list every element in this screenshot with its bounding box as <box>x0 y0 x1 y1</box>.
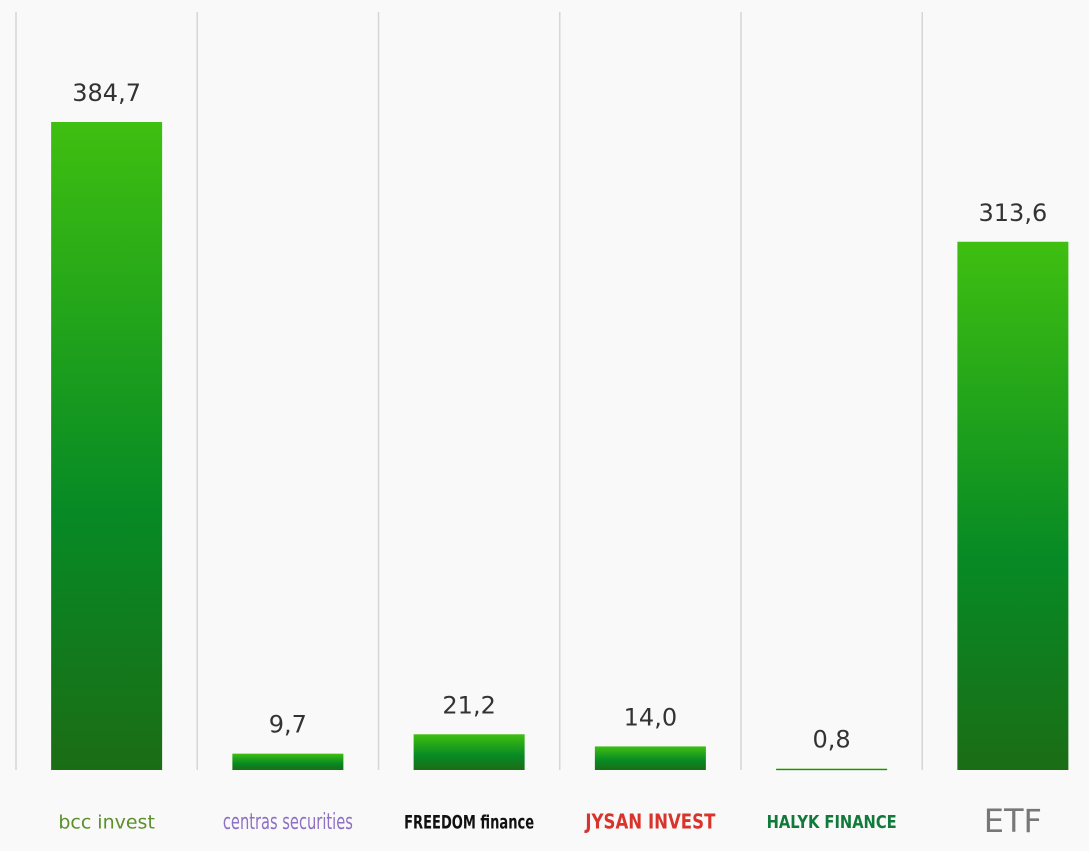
value-label: 21,2 <box>442 691 495 719</box>
category-logo: bcc invest <box>58 812 155 834</box>
bar <box>413 734 525 770</box>
category-logo: JYSAN INVEST <box>584 810 716 834</box>
bar <box>51 122 163 770</box>
category-logo: centras securities <box>223 810 353 835</box>
category-logo: FREEDOM finance <box>404 812 534 834</box>
bar <box>594 746 706 770</box>
category-logo: ETF <box>984 802 1042 840</box>
bar <box>776 768 888 771</box>
value-label: 14,0 <box>624 703 677 731</box>
bar <box>957 241 1069 770</box>
value-label: 384,7 <box>72 79 141 107</box>
value-label: 313,6 <box>979 199 1048 227</box>
bar <box>232 753 344 770</box>
value-label: 0,8 <box>813 726 851 754</box>
value-label: 9,7 <box>269 711 307 739</box>
category-logo: HALYK FINANCE <box>767 812 897 833</box>
